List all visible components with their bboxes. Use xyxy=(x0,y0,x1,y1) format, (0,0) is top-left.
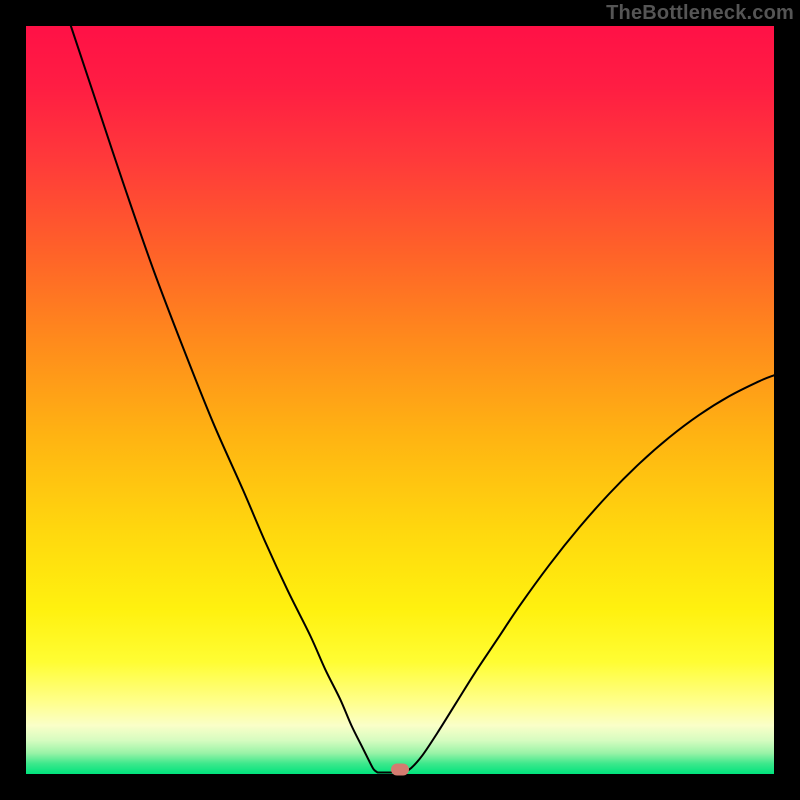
chart-svg xyxy=(0,0,800,800)
minimum-marker xyxy=(391,764,409,776)
chart-stage: TheBottleneck.com xyxy=(0,0,800,800)
plot-gradient-background xyxy=(26,26,774,774)
watermark-text: TheBottleneck.com xyxy=(606,2,794,25)
